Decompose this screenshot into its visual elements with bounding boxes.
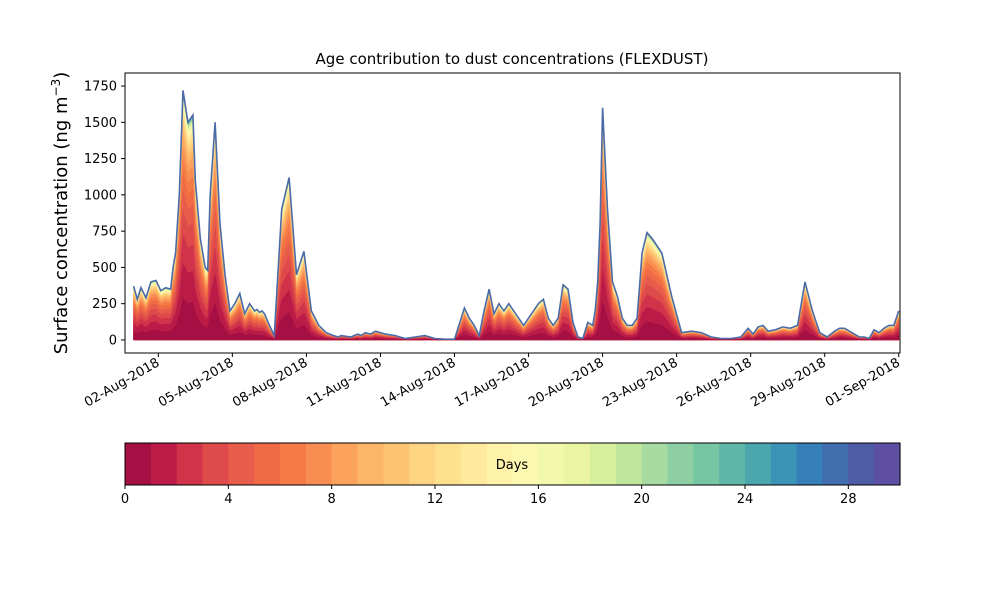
colorbar-swatch-5 <box>254 443 281 485</box>
colorbar-swatch-27 <box>822 443 849 485</box>
colorbar-swatch-1 <box>150 443 178 485</box>
colorbar-tick-label: 4 <box>224 492 232 507</box>
colorbar: 0 4 8 12 16 20 24 28 <box>121 442 901 507</box>
age-band-23 <box>133 92 900 341</box>
age-band-0 <box>133 297 900 341</box>
colorbar-swatch-24 <box>745 443 772 485</box>
y-tick-label: 0 <box>109 333 117 348</box>
colorbar-swatch-13 <box>460 443 488 485</box>
x-tick-label: 08-Aug-2018 <box>230 355 310 410</box>
axes-frame <box>124 72 901 354</box>
colorbar-swatch-8 <box>331 443 359 485</box>
colorbar-tick-label: 24 <box>737 492 754 507</box>
colorbar-swatch-4 <box>228 443 255 485</box>
y-axis-label: Surface concentration (ng m−3) <box>49 72 72 355</box>
y-tick-label: 250 <box>92 297 117 312</box>
age-band-27 <box>133 90 900 341</box>
age-band-16 <box>133 100 900 341</box>
x-tick-label: 11-Aug-2018 <box>304 355 384 410</box>
age-band-28 <box>133 90 900 341</box>
x-tick-label: 26-Aug-2018 <box>674 355 754 410</box>
colorbar-swatch-2 <box>176 443 204 485</box>
colorbar-swatch-23 <box>719 443 746 485</box>
colorbar-tick-label: 16 <box>530 492 547 507</box>
colorbar-swatch-14 <box>486 443 514 485</box>
colorbar-swatch-19 <box>615 443 643 485</box>
y-tick-label: 1750 <box>84 80 117 95</box>
colorbar-swatch-16 <box>538 443 565 485</box>
x-tick-label: 05-Aug-2018 <box>156 355 236 410</box>
colorbar-swatch-15 <box>512 443 539 485</box>
colorbar-swatch-7 <box>305 443 333 485</box>
age-band-21 <box>133 93 900 341</box>
y-tick-label: 750 <box>92 225 117 240</box>
total-concentration-line <box>132 90 900 340</box>
y-tick-label: 1500 <box>84 116 117 131</box>
colorbar-swatch-18 <box>590 443 617 485</box>
colorbar-tick-label: 20 <box>633 492 650 507</box>
colorbar-swatch-10 <box>383 443 410 485</box>
age-band-20 <box>133 94 900 341</box>
colorbar-frame <box>124 442 901 486</box>
age-band-25 <box>133 91 900 341</box>
colorbar-swatch-29 <box>874 443 901 485</box>
age-band-24 <box>133 91 900 341</box>
colorbar-swatch-26 <box>796 443 824 485</box>
colorbar-label: Days <box>496 458 529 473</box>
colorbar-swatch-11 <box>409 443 436 485</box>
y-tick-label: 1250 <box>84 152 117 167</box>
x-tick-label: 01-Sep-2018 <box>823 355 903 410</box>
x-tick-label: 20-Aug-2018 <box>526 355 606 410</box>
colorbar-swatch-9 <box>357 443 384 485</box>
y-tick-label: 1000 <box>84 188 117 203</box>
colorbar-tick-label: 8 <box>328 492 336 507</box>
colorbar-swatch-3 <box>202 443 229 485</box>
x-tick-label: 14-Aug-2018 <box>378 355 458 410</box>
colorbar-swatch-28 <box>848 443 875 485</box>
colorbar-swatch-0 <box>125 443 152 485</box>
x-tick-label: 29-Aug-2018 <box>748 355 828 410</box>
age-band-22 <box>133 93 900 341</box>
colorbar-swatch-17 <box>564 443 591 485</box>
y-axis: 0 250 500 750 1000 1250 1500 1750 <box>84 80 125 348</box>
colorbar-swatch-6 <box>280 443 307 485</box>
chart-title: Age contribution to dust concentrations … <box>316 50 709 68</box>
y-axis-label-main: Surface concentration (ng m <box>51 96 72 354</box>
colorbar-swatch-12 <box>435 443 462 485</box>
colorbar-swatch-22 <box>693 443 720 485</box>
age-band-29 <box>133 90 900 341</box>
y-axis-label-close: ) <box>51 72 72 79</box>
age-band-19 <box>133 95 900 341</box>
colorbar-swatch-25 <box>770 443 798 485</box>
age-band-15 <box>133 102 900 341</box>
x-axis: 02-Aug-201805-Aug-201808-Aug-201811-Aug-… <box>82 353 903 411</box>
age-band-26 <box>133 91 900 341</box>
x-tick-label: 17-Aug-2018 <box>452 355 532 410</box>
plot-area <box>132 90 900 341</box>
colorbar-tick-label: 28 <box>840 492 857 507</box>
age-band-18 <box>133 97 900 341</box>
colorbar-swatch-20 <box>641 443 669 485</box>
y-axis-label-superscript: −3 <box>49 79 63 97</box>
colorbar-swatch-21 <box>667 443 694 485</box>
colorbar-tick-label: 12 <box>427 492 444 507</box>
x-tick-label: 23-Aug-2018 <box>600 355 680 410</box>
age-band-17 <box>133 98 900 341</box>
y-tick-label: 500 <box>92 261 117 276</box>
x-tick-label: 02-Aug-2018 <box>82 355 162 410</box>
colorbar-tick-label: 0 <box>121 492 129 507</box>
